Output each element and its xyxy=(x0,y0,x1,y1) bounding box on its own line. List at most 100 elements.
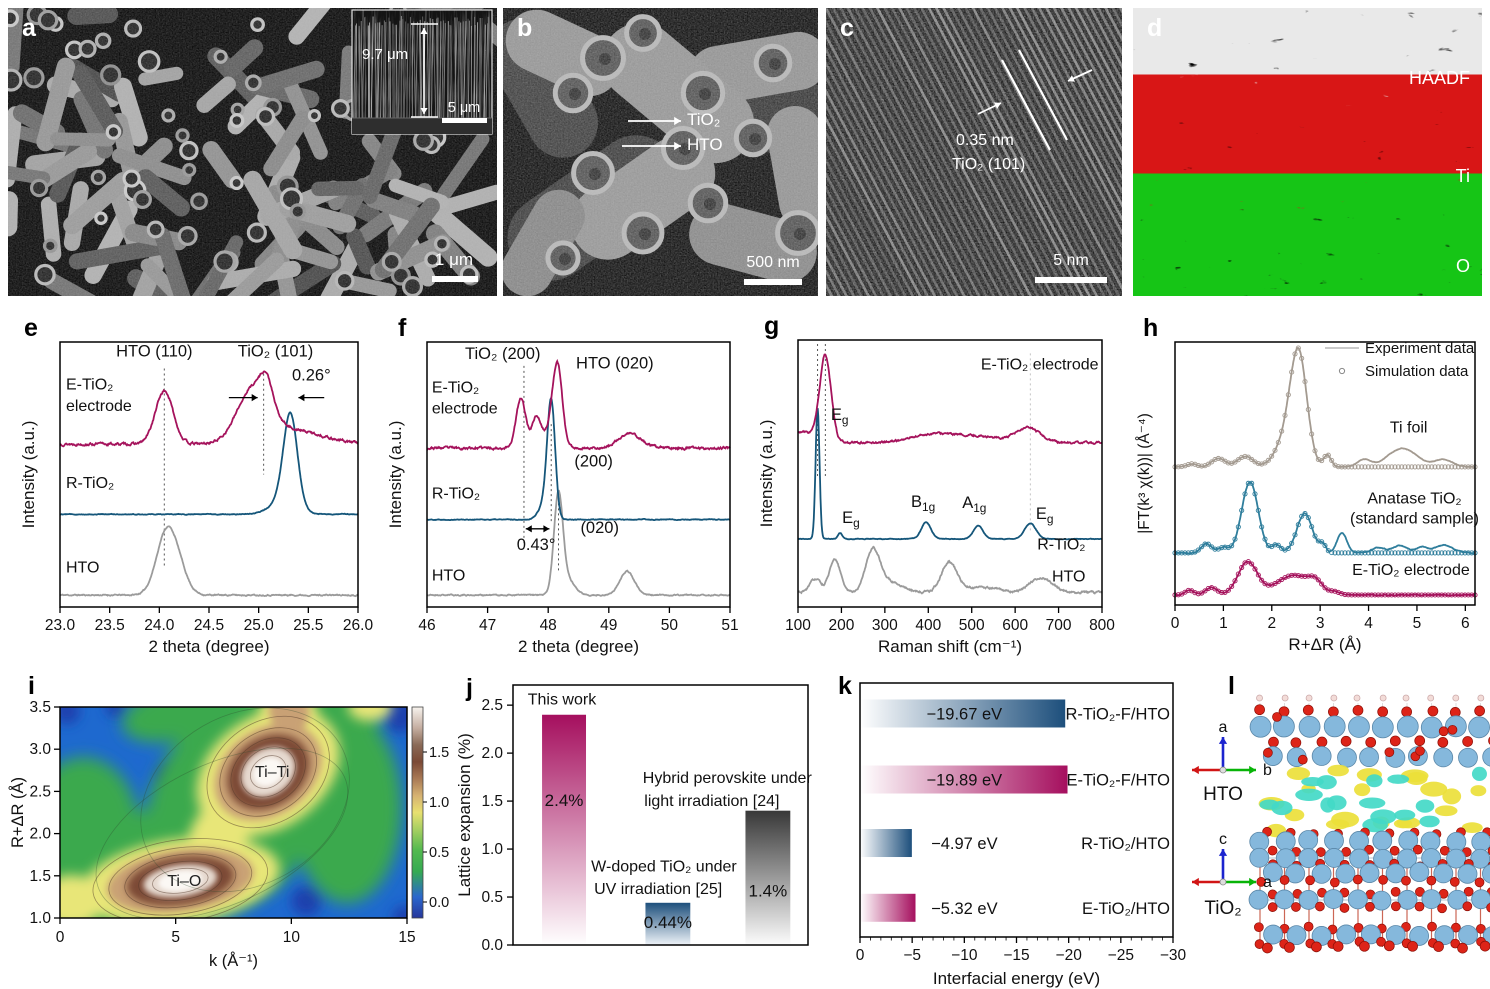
svg-text:−4.97 eV: −4.97 eV xyxy=(931,835,998,853)
panel-letter-h: h xyxy=(1143,314,1159,342)
svg-text:0: 0 xyxy=(1171,615,1180,632)
crystal-structure-model: abccabHTOTiO₂ xyxy=(1192,694,1490,954)
svg-text:(200): (200) xyxy=(574,453,613,471)
svg-text:48: 48 xyxy=(540,617,557,634)
svg-text:UV irradiation [25]: UV irradiation [25] xyxy=(594,881,722,898)
svg-text:1.0: 1.0 xyxy=(429,795,449,811)
svg-text:0.26°: 0.26° xyxy=(292,366,331,384)
svg-text:E-TiO₂: E-TiO₂ xyxy=(66,377,113,394)
svg-text:E-TiO₂ electrode: E-TiO₂ electrode xyxy=(1352,562,1470,579)
svg-text:3.5: 3.5 xyxy=(29,699,51,716)
panel-letter-l: l xyxy=(1228,672,1235,700)
svg-text:0: 0 xyxy=(56,929,65,946)
svg-text:R-TiO₂-F/HTO: R-TiO₂-F/HTO xyxy=(1066,705,1171,723)
svg-text:−20: −20 xyxy=(1056,947,1083,964)
svg-text:2.0: 2.0 xyxy=(29,826,51,843)
svg-text:HTO: HTO xyxy=(432,568,465,585)
scale-bar-c xyxy=(1035,277,1107,283)
svg-text:800: 800 xyxy=(1089,617,1115,634)
svg-text:0.5: 0.5 xyxy=(481,889,503,906)
sem-closeup-image xyxy=(503,8,818,296)
svg-text:4: 4 xyxy=(1364,615,1373,632)
svg-text:light irradiation [24]: light irradiation [24] xyxy=(644,793,779,810)
scale-bar-a xyxy=(432,276,478,282)
svg-text:electrode: electrode xyxy=(432,401,498,418)
xrd-chart-high-angle: 46 47 48 49 50 51 2 theta (degree) Intensity (a… xyxy=(386,341,739,656)
scale-bar-label-c: 5 nm xyxy=(1053,252,1089,269)
svg-text:R+ΔR (Å): R+ΔR (Å) xyxy=(8,777,27,848)
scale-bar-b xyxy=(744,279,802,285)
svg-text:600: 600 xyxy=(1002,617,1028,634)
svg-text:E-TiO₂/HTO: E-TiO₂/HTO xyxy=(1082,900,1170,918)
inset-scale-bar xyxy=(442,118,487,123)
svg-text:24.0: 24.0 xyxy=(144,617,175,634)
svg-text:2 theta (degree): 2 theta (degree) xyxy=(518,637,639,656)
svg-text:−19.89 eV: −19.89 eV xyxy=(926,772,1002,790)
panel-letter-c: c xyxy=(840,14,854,42)
svg-text:Eg: Eg xyxy=(831,406,849,427)
svg-text:51: 51 xyxy=(721,617,738,634)
svg-text:5: 5 xyxy=(171,929,180,946)
panel-letter-d: d xyxy=(1147,14,1163,42)
svg-text:2.0: 2.0 xyxy=(481,745,503,762)
svg-text:6: 6 xyxy=(1461,615,1470,632)
svg-text:3: 3 xyxy=(1316,615,1325,632)
svg-text:W-doped TiO₂ under: W-doped TiO₂ under xyxy=(591,858,737,875)
svg-text:50: 50 xyxy=(661,617,679,634)
svg-text:HTO (110): HTO (110) xyxy=(116,343,192,361)
panel-letter-f: f xyxy=(398,314,407,342)
svg-text:500: 500 xyxy=(959,617,985,634)
panel-letter-j: j xyxy=(466,674,473,702)
svg-text:−25: −25 xyxy=(1108,947,1134,964)
svg-text:26.0: 26.0 xyxy=(343,617,374,634)
svg-text:46: 46 xyxy=(418,617,435,634)
svg-text:(020): (020) xyxy=(580,519,619,537)
svg-text:−10: −10 xyxy=(951,947,978,964)
svg-text:Intensity (a.u.): Intensity (a.u.) xyxy=(386,421,405,529)
svg-text:0: 0 xyxy=(856,947,865,964)
band-label-ti: Ti xyxy=(1455,166,1470,186)
svg-text:E-TiO₂-F/HTO: E-TiO₂-F/HTO xyxy=(1066,772,1170,790)
layer-label-tio2: TiO₂ xyxy=(687,110,721,129)
svg-text:25.5: 25.5 xyxy=(293,617,323,634)
svg-text:k (Å⁻¹): k (Å⁻¹) xyxy=(209,951,258,970)
svg-text:1.4%: 1.4% xyxy=(749,881,788,900)
svg-text:HTO: HTO xyxy=(1052,569,1085,586)
svg-text:0.0: 0.0 xyxy=(481,937,503,954)
panel-letter-b: b xyxy=(517,14,533,42)
svg-text:Ti–O: Ti–O xyxy=(167,873,201,890)
svg-text:Simulation data: Simulation data xyxy=(1365,363,1469,380)
svg-text:R-TiO₂: R-TiO₂ xyxy=(1037,537,1085,554)
svg-text:Hybrid perovskite under: Hybrid perovskite under xyxy=(643,770,813,787)
svg-text:electrode: electrode xyxy=(66,398,132,415)
panel-letter-e: e xyxy=(24,314,38,342)
svg-text:2.5: 2.5 xyxy=(29,783,51,800)
sem-top-view-image xyxy=(8,8,497,296)
svg-text:HTO (020): HTO (020) xyxy=(576,355,654,373)
svg-text:1.5: 1.5 xyxy=(429,745,449,761)
band-label-o: O xyxy=(1455,256,1470,276)
panel-letter-g: g xyxy=(764,312,780,340)
svg-text:1: 1 xyxy=(1219,615,1228,632)
svg-text:−5: −5 xyxy=(903,947,921,964)
interfacial-energy-bar-chart: −19.67 eV R-TiO₂-F/HTO −19.89 eV E-TiO₂-F/H… xyxy=(856,682,1187,988)
raman-chart: 100 200 300 400 500 600 700 800 Raman shift (cm⁻… xyxy=(757,339,1115,656)
svg-text:1.5: 1.5 xyxy=(481,793,503,810)
svg-text:b: b xyxy=(1263,762,1272,779)
svg-text:Experiment data: Experiment data xyxy=(1365,340,1475,357)
svg-text:|FT(k³ χ(k))| (Å⁻⁴): |FT(k³ χ(k))| (Å⁻⁴) xyxy=(1136,413,1153,534)
svg-text:−5.32 eV: −5.32 eV xyxy=(931,900,998,918)
svg-text:0.0: 0.0 xyxy=(429,895,449,911)
svg-text:HTO: HTO xyxy=(1203,784,1243,805)
hrtem-lattice-image xyxy=(826,8,1122,296)
d-spacing-label: 0.35 nm xyxy=(956,132,1014,149)
svg-text:23.0: 23.0 xyxy=(45,617,76,634)
svg-text:15: 15 xyxy=(398,929,415,946)
svg-text:TiO₂: TiO₂ xyxy=(1204,898,1241,919)
svg-text:300: 300 xyxy=(872,617,898,634)
svg-text:R-TiO₂: R-TiO₂ xyxy=(432,485,480,502)
svg-text:49: 49 xyxy=(600,617,617,634)
eds-mapping-image xyxy=(1133,8,1482,296)
svg-text:2.5: 2.5 xyxy=(481,697,503,714)
